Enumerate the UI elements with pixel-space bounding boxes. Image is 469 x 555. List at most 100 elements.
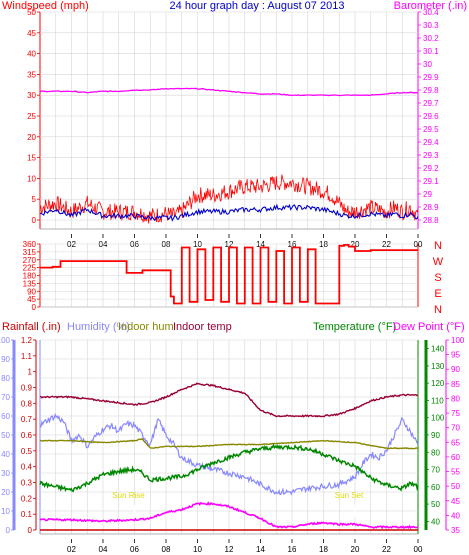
series-indoor-humidity xyxy=(39,437,419,450)
temp-panel-hgrid xyxy=(40,339,418,531)
rainfall-axis-tick-label: 0.1 xyxy=(21,510,33,519)
dew-point-axis-tick-label: 95 xyxy=(451,351,460,360)
temp-panel-x-tick-label: 04 xyxy=(99,545,108,554)
windspeed-axis-tick-label: 15 xyxy=(27,154,36,163)
compass-label: S xyxy=(434,272,441,284)
rainfall-axis-tick-label: 1 xyxy=(28,368,33,377)
barometer-axis-tick-label: 29 xyxy=(423,190,432,199)
temperature-axis-tick-label: 40 xyxy=(431,517,440,526)
dew-point-axis-tick-label: 90 xyxy=(451,365,460,374)
wind-panel-frame xyxy=(39,12,419,230)
humidity-axis-tick-label: 60 xyxy=(1,412,10,421)
temperature-axis-tick-label: 120 xyxy=(431,379,445,388)
direction-axis-tick-label: 270 xyxy=(23,256,37,265)
humidity-axis: 0 10 20 30 40 50 60 70 80 90 100 xyxy=(0,336,14,535)
direction-axis-tick-label: 90 xyxy=(27,287,36,296)
rainfall-axis-tick-label: 0.9 xyxy=(21,384,33,393)
barometer-axis-tick-label: 30 xyxy=(423,60,432,69)
windspeed-axis-tick-label: 35 xyxy=(27,70,36,79)
rainfall-axis-tick-label: 0.2 xyxy=(21,494,33,503)
sun-label: Sun Rise xyxy=(112,491,145,500)
temperature-axis: 40 50 60 70 80 90 100 110 120 130 140 xyxy=(426,345,445,526)
direction-axis-tick-label: 45 xyxy=(27,295,36,304)
temperature-axis-tick-label: 60 xyxy=(431,483,440,492)
temperature-axis-tick-label: 140 xyxy=(431,345,445,354)
header-label: Indoor temp xyxy=(173,321,232,333)
rainfall-axis-tick-label: 1.1 xyxy=(21,352,33,361)
windspeed-axis-tick-label: 20 xyxy=(27,133,36,142)
barometer-axis-tick-label: 28.8 xyxy=(423,216,439,225)
dew-point-axis-tick-label: 100 xyxy=(451,336,465,345)
direction-axis-tick-label: 360 xyxy=(23,240,37,249)
series-windspeed-average xyxy=(40,203,419,222)
direction-axis-tick-label: 315 xyxy=(23,248,37,257)
humidity-axis-tick-label: 70 xyxy=(1,393,10,402)
direction-axis-tick-label: 0 xyxy=(32,303,37,312)
temp-panel-x-tick-label: 06 xyxy=(130,545,139,554)
temp-panel-frame xyxy=(39,340,419,535)
barometer-axis-tick-label: 29.9 xyxy=(423,73,439,82)
series-temperature xyxy=(39,443,419,493)
rainfall-axis-tick-label: 0 xyxy=(28,526,33,535)
header-label: Rainfall (.in) xyxy=(2,321,61,333)
sun-label: Sun Set xyxy=(335,491,364,500)
humidity-axis-tick-label: 100 xyxy=(0,336,11,345)
dew-point-axis-tick-label: 75 xyxy=(451,409,460,418)
temperature-axis-tick-label: 100 xyxy=(431,414,445,423)
compass-label: N xyxy=(434,240,442,252)
rainfall-axis-tick-label: 0.7 xyxy=(21,415,33,424)
temp-panel-x-tick-label: 20 xyxy=(351,545,360,554)
barometer-axis-tick-label: 30.2 xyxy=(423,34,439,43)
temp-panel-x-tick-label: 02 xyxy=(67,545,76,554)
barometer-axis-tick-label: 29.8 xyxy=(423,86,439,95)
temp-panel-header: Rainfall (.in) Humidity (%)Indoor hum Indo… xyxy=(2,321,465,333)
barometer-axis-tick-label: 29.6 xyxy=(423,112,439,121)
temp-panel-x-tick-label: 18 xyxy=(319,545,328,554)
humidity-axis-tick-label: 20 xyxy=(1,488,10,497)
series-barometer xyxy=(39,87,419,97)
rainfall-axis-tick-label: 0.5 xyxy=(21,447,33,456)
rainfall-axis-tick-label: 0.3 xyxy=(21,479,33,488)
dew-point-axis-tick-label: 50 xyxy=(451,482,460,491)
wind-panel-hgrid xyxy=(40,11,418,221)
dew-point-axis-tick-label: 55 xyxy=(451,468,460,477)
barometer-axis-tick-label: 28.9 xyxy=(423,203,439,212)
dew-point-axis-tick-label: 65 xyxy=(451,438,460,447)
temp-panel-x-tick-label: 12 xyxy=(225,545,234,554)
header-label: Humidity (%) xyxy=(67,321,130,333)
barometer-axis-tick-label: 29.2 xyxy=(423,164,439,173)
windspeed-axis-tick-label: 10 xyxy=(27,174,36,183)
barometer-axis-title: Barometer (.in) xyxy=(394,0,467,12)
windspeed-axis: 0 5 10 15 20 25 30 35 40 45 50 xyxy=(27,8,40,225)
windspeed-axis-tick-label: 0 xyxy=(32,216,37,225)
direction-axis-tick-label: 135 xyxy=(23,279,37,288)
humidity-axis-tick-label: 80 xyxy=(1,374,10,383)
temp-panel-x-tick-label: 00 xyxy=(414,545,423,554)
windspeed-axis-tick-label: 5 xyxy=(32,195,37,204)
barometer-axis-tick-label: 30.1 xyxy=(423,47,439,56)
barometer-axis-tick-label: 29.3 xyxy=(423,151,439,160)
temperature-axis-tick-label: 130 xyxy=(431,362,445,371)
temperature-axis-tick-label: 70 xyxy=(431,466,440,475)
temp-panel-x-tick-label: 08 xyxy=(162,545,171,554)
barometer-axis: 28.8 28.9 29 29.1 29.2 29.3 29.4 29.5 29.6 29.7 29… xyxy=(418,8,439,225)
sun-annotations: Sun Rise Sun Set xyxy=(112,491,364,517)
dew-point-axis: 35 40 45 50 55 60 65 70 75 80 85 90 95 100 xyxy=(446,336,465,535)
dew-point-axis-tick-label: 35 xyxy=(451,526,460,535)
rainfall-axis-tick-label: 0.4 xyxy=(21,463,33,472)
dew-point-axis-tick-label: 85 xyxy=(451,380,460,389)
humidity-axis-tick-label: 90 xyxy=(1,355,10,364)
direction-axis-tick-label: 225 xyxy=(23,264,37,273)
windspeed-axis-title: Windspeed (mph) xyxy=(2,0,89,12)
humidity-axis-tick-label: 40 xyxy=(1,450,10,459)
header-label: Temperature (°F) xyxy=(313,321,396,333)
windspeed-axis-tick-label: 25 xyxy=(27,112,36,121)
dew-point-axis-tick-label: 45 xyxy=(451,497,460,506)
barometer-axis-tick-label: 29.4 xyxy=(423,138,439,147)
rainfall-axis-tick-label: 1.2 xyxy=(21,336,33,345)
barometer-axis-tick-label: 29.7 xyxy=(423,99,439,108)
